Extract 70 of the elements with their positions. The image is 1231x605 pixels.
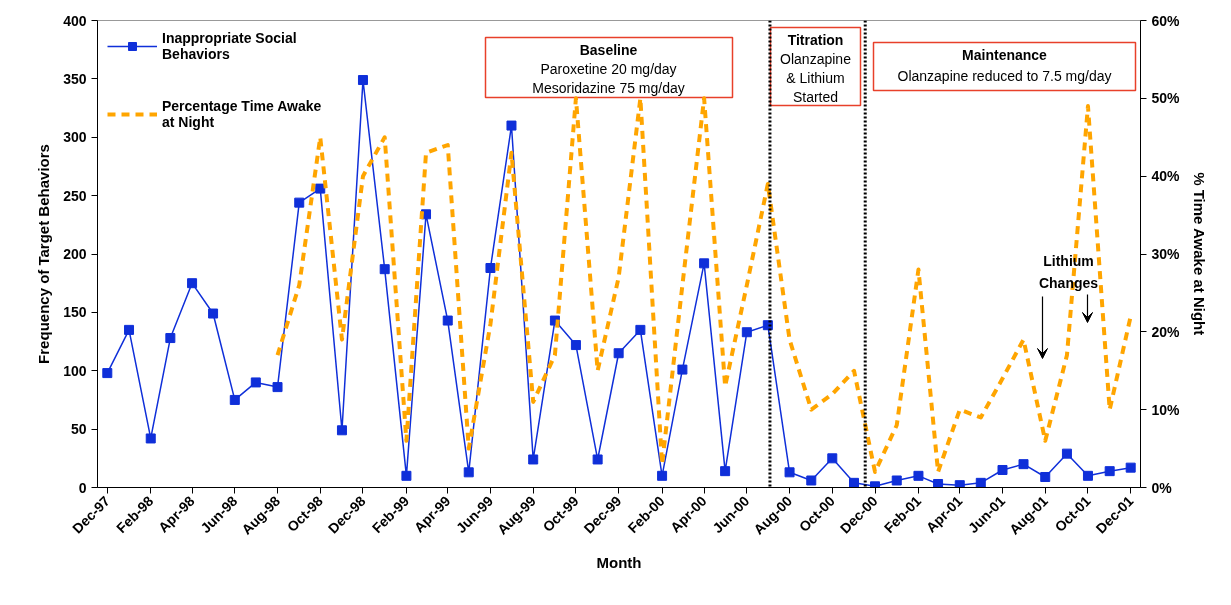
point bbox=[187, 278, 198, 289]
point bbox=[506, 120, 517, 131]
point bbox=[592, 454, 603, 465]
point bbox=[677, 364, 688, 375]
point bbox=[635, 324, 646, 335]
point bbox=[165, 333, 176, 344]
y2-tick-label: 0% bbox=[1151, 479, 1173, 496]
y-tick-label: 350 bbox=[63, 70, 87, 87]
y2-tick-label: 30% bbox=[1151, 246, 1181, 262]
y2-axis-title: % Time Awake at Night bbox=[1190, 172, 1208, 336]
point bbox=[528, 454, 539, 465]
annotation: Baseline Paroxetine 20 mg/day Mesoridazine 75 mg/day bbox=[532, 41, 685, 96]
point bbox=[1018, 459, 1029, 470]
point bbox=[229, 394, 240, 405]
y-tick-label: 50 bbox=[70, 421, 87, 438]
point bbox=[913, 470, 924, 481]
point bbox=[570, 340, 581, 351]
point bbox=[997, 464, 1008, 475]
y-tick-label: 200 bbox=[63, 246, 87, 262]
point bbox=[975, 477, 986, 488]
y-tick-label: 300 bbox=[63, 129, 87, 146]
point bbox=[124, 324, 135, 335]
point bbox=[784, 467, 795, 478]
y2-tick-label: 50% bbox=[1151, 90, 1181, 107]
point bbox=[1061, 448, 1072, 459]
point bbox=[379, 264, 390, 275]
point bbox=[827, 453, 838, 464]
point bbox=[1104, 466, 1115, 477]
point bbox=[272, 382, 283, 393]
point bbox=[891, 475, 902, 486]
point bbox=[933, 479, 944, 488]
point bbox=[806, 475, 817, 486]
point bbox=[1040, 471, 1051, 482]
point bbox=[463, 467, 474, 478]
y-axis-title: Frequency of Target Behaviors bbox=[35, 144, 53, 364]
point bbox=[699, 258, 710, 269]
point bbox=[1082, 470, 1093, 481]
y2-tick-label: 20% bbox=[1151, 323, 1181, 340]
y2-tick-label: 10% bbox=[1151, 401, 1181, 418]
y2-tick-label: 40% bbox=[1151, 168, 1181, 185]
y-tick-label: 250 bbox=[63, 187, 87, 204]
y-tick-label: 400 bbox=[63, 12, 87, 29]
point bbox=[613, 348, 624, 359]
point bbox=[336, 425, 347, 436]
legend-label: Inappropriate Social Behaviors bbox=[162, 30, 297, 62]
point bbox=[250, 377, 261, 388]
point bbox=[720, 466, 731, 477]
point bbox=[741, 327, 752, 338]
point bbox=[102, 368, 113, 379]
point bbox=[401, 470, 412, 481]
point bbox=[1125, 462, 1136, 473]
point bbox=[657, 470, 668, 481]
annotation: Titration Olanzapine & Lithium Started bbox=[780, 31, 852, 105]
point bbox=[442, 315, 453, 326]
y-tick-label: 100 bbox=[63, 362, 87, 379]
point bbox=[208, 308, 219, 319]
y-tick-label: 0 bbox=[78, 479, 87, 496]
point bbox=[315, 183, 326, 194]
y2-tick-label: 60% bbox=[1151, 12, 1181, 29]
point bbox=[294, 197, 305, 208]
point bbox=[145, 433, 156, 444]
legend-label: Percentage Time Awake at Night bbox=[162, 98, 322, 130]
point bbox=[485, 263, 496, 274]
point bbox=[954, 480, 965, 488]
annotation: Lithium Changes bbox=[1038, 252, 1099, 291]
annotation: Maintenance Olanzapine reduced to 7.5 mg/day bbox=[897, 46, 1112, 84]
x-axis-title: Month bbox=[596, 554, 642, 572]
point bbox=[357, 75, 368, 86]
y-tick-label: 150 bbox=[63, 304, 87, 321]
point bbox=[849, 477, 860, 488]
